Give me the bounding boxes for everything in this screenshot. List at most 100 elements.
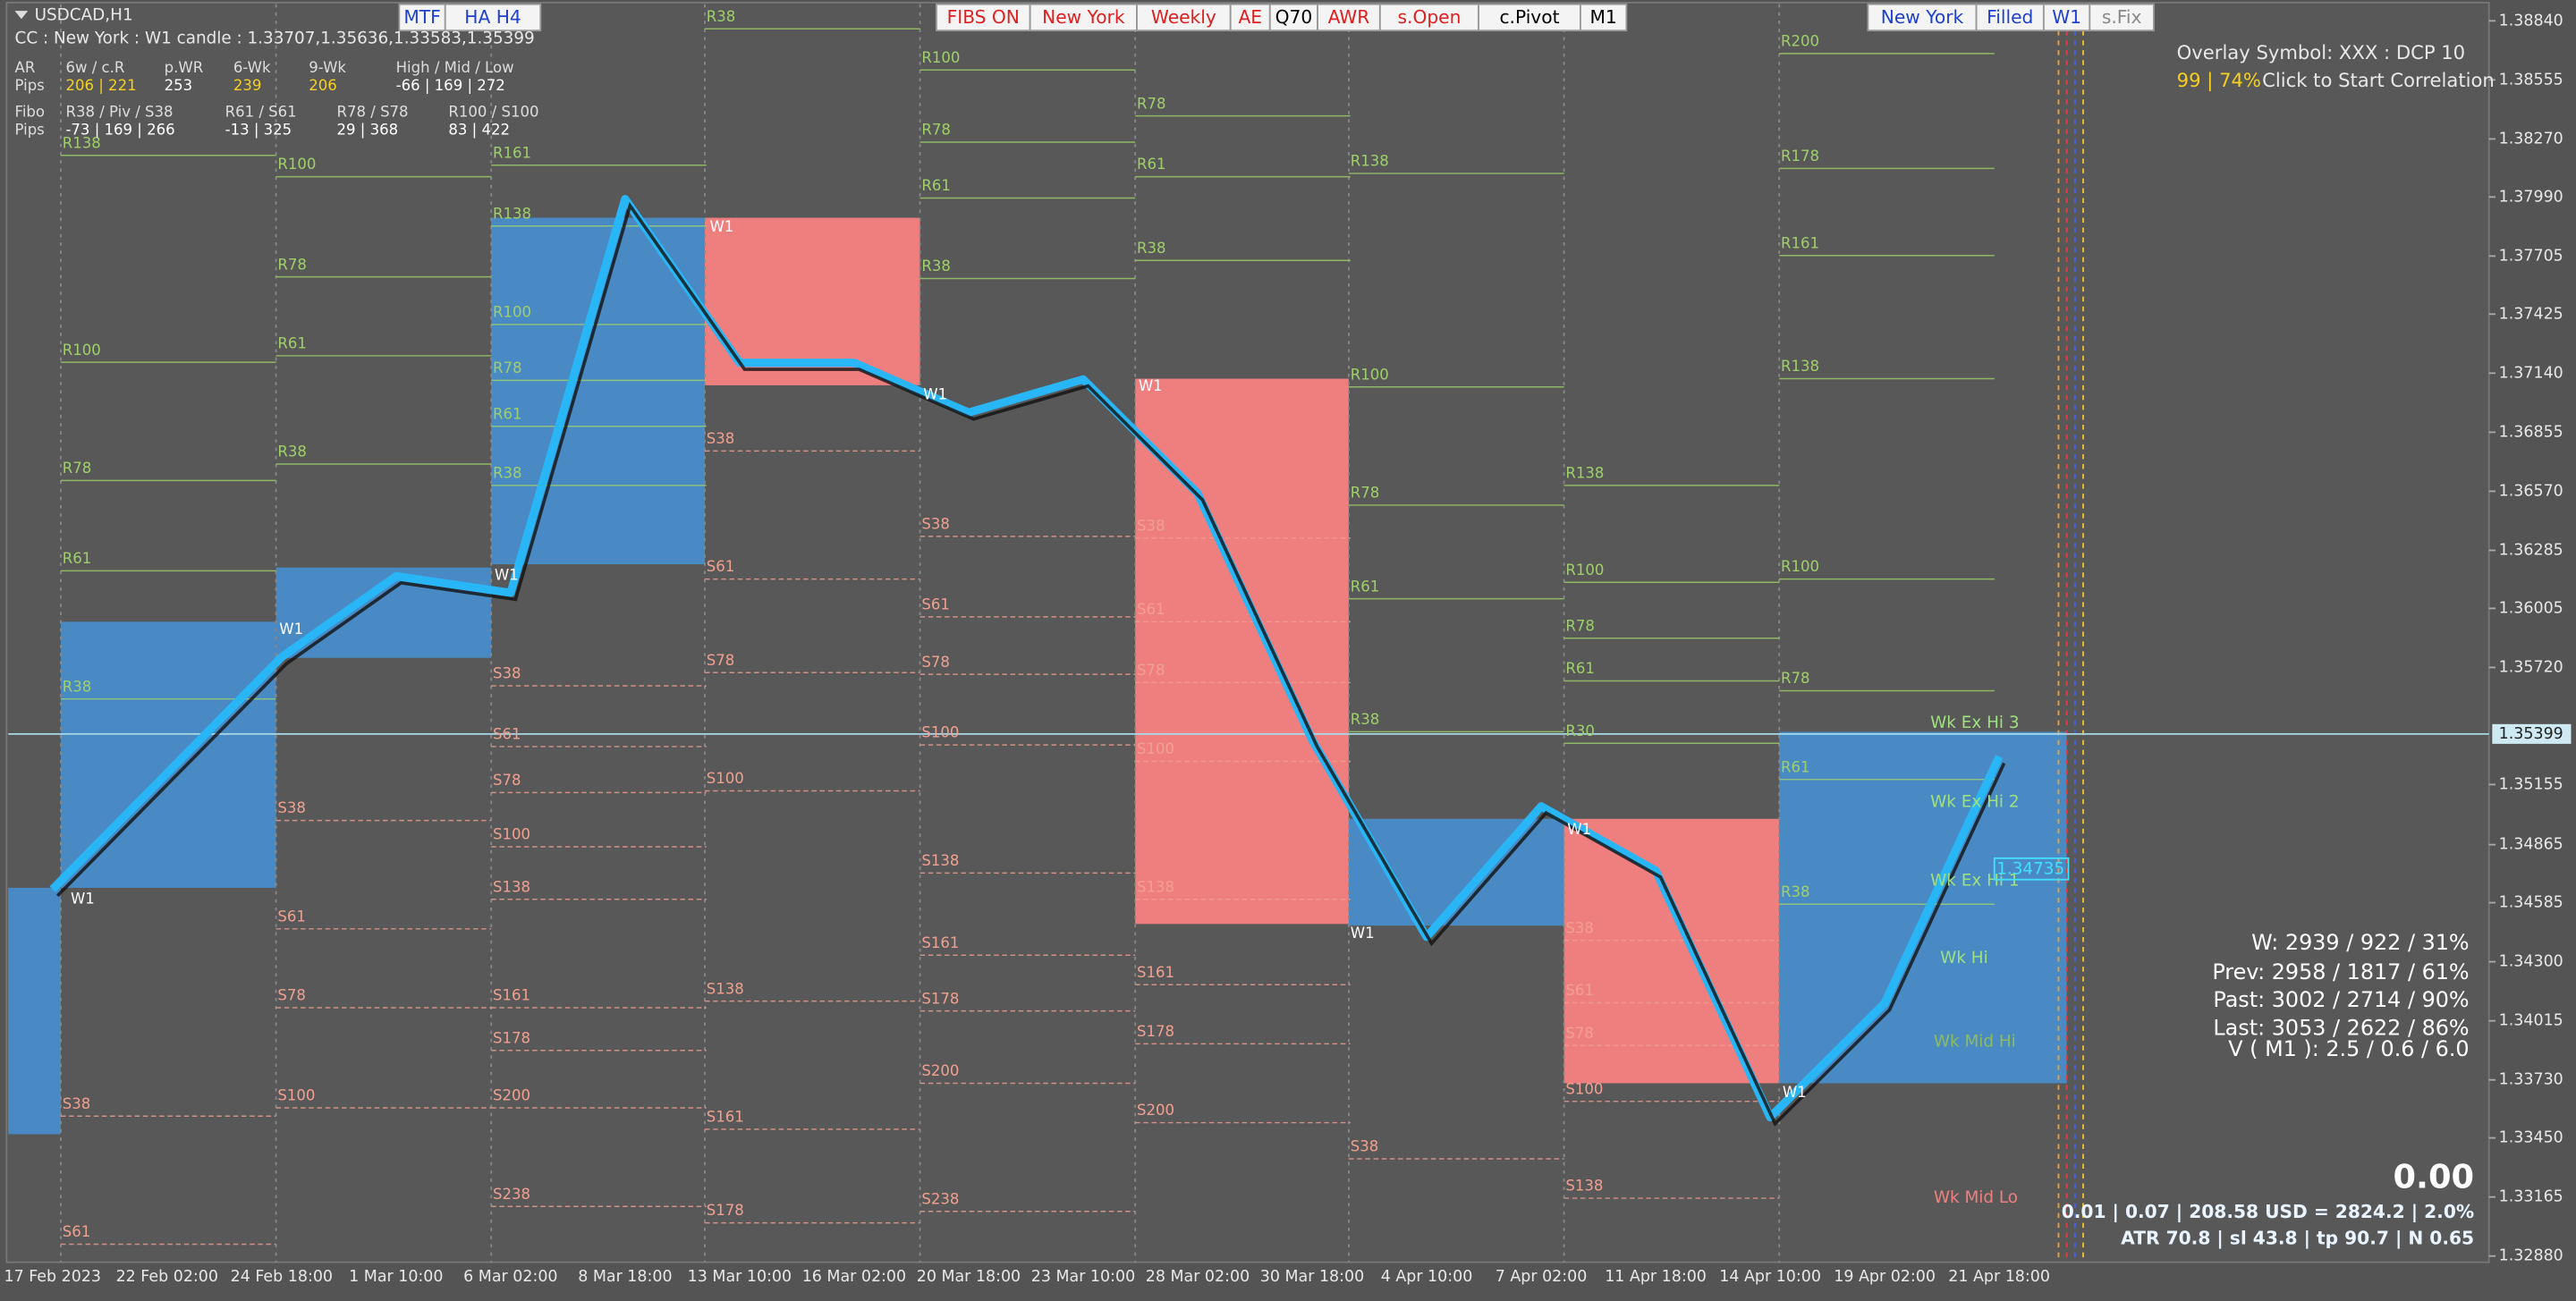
candle-mark: W1 [709,218,733,235]
level-label: R61 [493,405,522,422]
level-label: R78 [1137,95,1166,112]
y-tick-label: 1.34015 [2499,1012,2563,1030]
level-label: S38 [1565,919,1594,936]
level-label: R100 [277,156,316,173]
toolbar-label[interactable]: FIBS ON [947,6,1020,28]
level-label: S100 [707,770,744,787]
level-label: S200 [493,1087,530,1104]
level-label: S61 [921,596,950,612]
level-label: S100 [1137,740,1174,757]
level-label: S100 [1565,1080,1603,1097]
x-tick-label: 13 Mar 10:00 [688,1268,792,1286]
toolbar-label[interactable]: W1 [2052,6,2081,28]
x-tick-label: 1 Mar 10:00 [349,1268,443,1286]
level-label: S138 [707,980,744,997]
x-tick-label: 11 Apr 18:00 [1605,1268,1707,1286]
x-tick-label: 7 Apr 02:00 [1496,1268,1588,1286]
week-label: Wk Mid Lo [1934,1188,2018,1207]
risk-line: 0.01 | 0.07 | 208.58 USD = 2824.2 | 2.0% [2062,1201,2474,1222]
level-label: S200 [1137,1102,1174,1119]
level-label: S78 [493,772,521,789]
week-label: Wk Ex Hi 2 [1930,792,2019,811]
level-label: R38 [63,678,92,695]
level-label: S138 [1137,878,1174,895]
toolbar-button[interactable] [444,3,542,32]
toolbar-button[interactable] [936,3,1031,32]
level-label: S138 [1565,1178,1603,1195]
toolbar-label[interactable]: s.Fix [2102,6,2142,28]
stat-line: Last: 3053 / 2622 / 86% [2213,1015,2469,1040]
level-label: S78 [707,652,735,669]
toolbar-label[interactable]: HA H4 [464,6,521,28]
price-shadow [55,201,2006,1127]
x-tick-label: 30 Mar 18:00 [1260,1268,1364,1286]
range-box [8,887,61,1135]
level-label: R138 [63,134,101,151]
level-label: S78 [1565,1025,1594,1042]
collapse-icon[interactable] [14,11,29,20]
price-line [49,195,2004,1122]
toolbar-label[interactable]: Filled [1987,6,2033,28]
level-label: S161 [493,987,530,1004]
toolbar-label[interactable]: M1 [1590,6,1617,28]
level-label: R78 [1351,485,1380,502]
level-label: R138 [493,205,531,222]
level-label: S178 [493,1029,530,1046]
y-tick-label: 1.36005 [2499,599,2563,617]
toolbar-button[interactable] [2089,3,2155,32]
toolbar-button[interactable] [1268,3,1318,32]
toolbar-label[interactable]: New York [1042,6,1125,28]
y-tick-label: 1.35155 [2499,775,2563,793]
toolbar-label[interactable]: s.Open [1398,6,1462,28]
level-label: R38 [1351,711,1380,728]
level-label: S61 [1137,601,1165,618]
toolbar-label[interactable]: New York [1881,6,1964,28]
x-tick-label: 17 Feb 2023 [4,1268,102,1286]
level-label: R161 [493,144,531,161]
toolbar-label[interactable]: c.Pivot [1499,6,1559,28]
level-label: R61 [63,550,92,567]
overlay-ratio: 99 | 74% [2177,69,2261,92]
x-tick-label: 8 Mar 18:00 [578,1268,672,1286]
level-label: R138 [1781,358,1819,375]
risk-line: ATR 70.8 | sl 43.8 | tp 90.7 | N 0.65 [2121,1227,2474,1248]
level-label: R38 [1781,883,1810,900]
info-cell: 83 | 422 [448,122,510,139]
toolbar-button[interactable] [1378,3,1479,32]
y-tick-label: 1.37425 [2499,305,2563,323]
toolbar-button[interactable] [398,3,446,32]
toolbar-label[interactable]: Weekly [1151,6,1216,28]
toolbar-label[interactable]: AE [1238,6,1262,28]
toolbar-label[interactable]: MTF [403,6,440,28]
toolbar-label[interactable]: AWR [1328,6,1370,28]
y-tick-label: 1.33730 [2499,1071,2563,1089]
toolbar-label[interactable]: Q70 [1275,6,1313,28]
level-label: R38 [921,258,951,275]
toolbar-button[interactable] [1580,3,1628,32]
level-label: R200 [1781,32,1819,49]
level-label: S38 [1137,517,1165,534]
info-cell: 239 [233,77,262,94]
toolbar-button[interactable] [1136,3,1232,32]
info-cell: 9-Wk [309,59,346,76]
level-label: R61 [1781,758,1810,775]
level-label: S38 [63,1095,90,1112]
level-label: R161 [1781,234,1819,251]
toolbar-button[interactable] [1229,3,1271,32]
level-label: S178 [707,1202,744,1219]
toolbar-button[interactable] [1029,3,1138,32]
info-cell: 206 [309,77,337,94]
info-cell: -66 | 169 | 272 [396,77,505,94]
level-label: S38 [707,430,735,447]
y-tick-label: 1.33450 [2499,1129,2563,1147]
level-label: R100 [63,342,101,359]
y-tick-label: 1.38840 [2499,12,2563,30]
level-label: S238 [921,1190,959,1207]
y-tick-label: 1.33165 [2499,1188,2563,1206]
stat-line: Past: 3002 / 2714 / 90% [2213,987,2469,1012]
info-cell: AR [15,59,36,76]
level-label: S78 [1137,662,1165,679]
target-box [1993,857,2070,881]
overlay-action[interactable]: Click to Start Correlation [2262,69,2495,91]
